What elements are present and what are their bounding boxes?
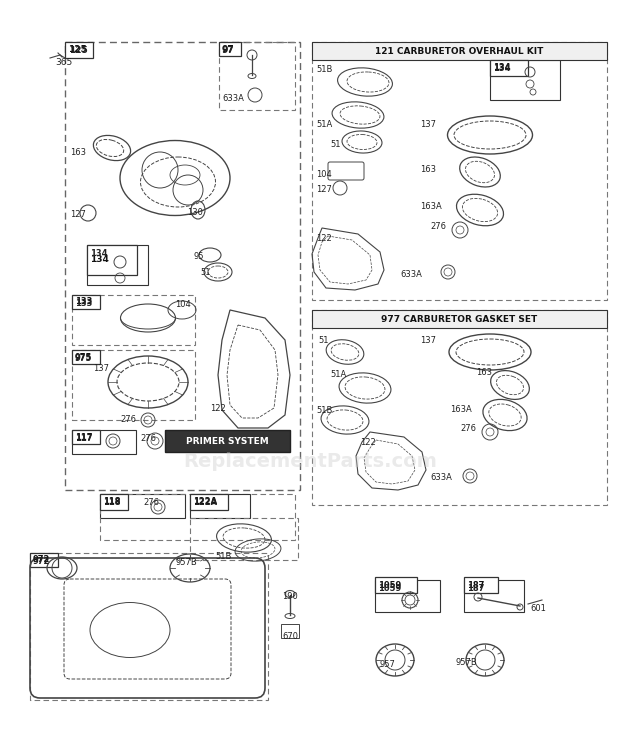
Bar — [72, 295, 100, 309]
Bar — [72, 350, 195, 420]
Text: 975: 975 — [75, 354, 92, 363]
Bar — [490, 60, 560, 100]
Text: 117: 117 — [75, 432, 92, 441]
Text: 104: 104 — [316, 170, 332, 179]
Bar — [30, 553, 58, 567]
Text: 977 CARBURETOR GASKET SET: 977 CARBURETOR GASKET SET — [381, 315, 538, 324]
Text: 1059: 1059 — [378, 584, 401, 593]
Text: 633A: 633A — [222, 94, 244, 103]
Bar — [87, 245, 137, 275]
Text: 163: 163 — [476, 368, 492, 377]
Bar — [312, 42, 607, 300]
Text: PRIMER SYSTEM: PRIMER SYSTEM — [186, 437, 269, 446]
Text: 365: 365 — [55, 58, 73, 67]
Text: 104: 104 — [175, 300, 191, 309]
Text: 276: 276 — [143, 498, 159, 507]
Text: 633A: 633A — [400, 270, 422, 279]
Text: 187: 187 — [467, 584, 484, 593]
Text: 130: 130 — [187, 208, 203, 217]
Text: 163A: 163A — [450, 405, 472, 414]
Bar — [30, 553, 268, 700]
Text: 957B: 957B — [455, 658, 477, 667]
Text: 122: 122 — [316, 234, 332, 243]
Bar — [100, 494, 128, 510]
Bar — [87, 245, 148, 285]
Text: 51: 51 — [200, 268, 211, 277]
Text: 125: 125 — [68, 45, 87, 54]
Text: 97: 97 — [222, 45, 235, 54]
Text: 125: 125 — [69, 46, 88, 55]
Text: 633A: 633A — [430, 473, 452, 482]
Bar — [312, 42, 607, 60]
Bar — [190, 494, 228, 510]
Text: 51: 51 — [318, 336, 329, 345]
Text: 957: 957 — [380, 660, 396, 669]
Text: 276: 276 — [140, 434, 156, 443]
Bar — [190, 518, 298, 560]
Bar — [65, 42, 300, 490]
Text: 134: 134 — [90, 255, 109, 265]
Text: 187: 187 — [467, 580, 484, 589]
Text: 51: 51 — [330, 140, 340, 149]
Text: 276: 276 — [460, 424, 476, 433]
Text: 1059: 1059 — [378, 580, 401, 589]
Bar — [190, 494, 250, 518]
Bar — [312, 310, 607, 328]
Text: 670: 670 — [282, 632, 298, 641]
Text: 122A: 122A — [193, 498, 217, 507]
Bar — [219, 42, 295, 110]
Bar — [219, 42, 241, 56]
Bar — [464, 577, 498, 593]
Text: 122A: 122A — [193, 498, 217, 507]
Text: 133: 133 — [75, 298, 92, 307]
Bar — [464, 580, 524, 612]
Text: 121 CARBURETOR OVERHAUL KIT: 121 CARBURETOR OVERHAUL KIT — [375, 46, 544, 56]
Text: 276: 276 — [120, 415, 136, 424]
Text: 51A: 51A — [330, 370, 346, 379]
Bar — [375, 580, 440, 612]
Text: 134: 134 — [90, 249, 107, 258]
Text: 122: 122 — [360, 438, 376, 447]
Bar — [165, 430, 290, 452]
Text: 95: 95 — [193, 252, 203, 261]
Text: 51B: 51B — [316, 406, 332, 415]
Bar — [72, 295, 195, 345]
Bar — [72, 430, 100, 444]
Text: 118: 118 — [103, 498, 120, 507]
Text: 51A: 51A — [316, 120, 332, 129]
Text: 190: 190 — [282, 592, 298, 601]
Text: 163: 163 — [420, 165, 436, 174]
Text: 133: 133 — [75, 299, 92, 308]
Text: ReplacementParts.com: ReplacementParts.com — [183, 452, 437, 471]
Bar — [490, 60, 528, 76]
Text: 127: 127 — [70, 210, 86, 219]
Text: 957B: 957B — [175, 558, 197, 567]
Bar — [312, 310, 607, 505]
Text: 972: 972 — [33, 557, 50, 566]
Text: 127: 127 — [316, 185, 332, 194]
Text: 137: 137 — [420, 120, 436, 129]
Bar — [72, 430, 136, 454]
Text: 134: 134 — [493, 63, 510, 72]
Text: 163: 163 — [70, 148, 86, 157]
Text: 163A: 163A — [420, 202, 441, 211]
Text: 118: 118 — [103, 498, 120, 507]
Text: 975: 975 — [75, 353, 92, 362]
Bar — [65, 42, 93, 58]
Bar — [375, 577, 417, 593]
Text: 601: 601 — [530, 604, 546, 613]
Text: 51B: 51B — [316, 65, 332, 74]
Text: 972: 972 — [33, 556, 50, 565]
Bar — [72, 350, 100, 364]
Text: 97: 97 — [222, 46, 235, 55]
Text: 122: 122 — [210, 404, 226, 413]
Text: 137: 137 — [93, 364, 109, 373]
Bar — [100, 494, 185, 518]
Text: 137: 137 — [420, 336, 436, 345]
Text: 117: 117 — [75, 434, 92, 443]
Bar — [100, 494, 295, 540]
Text: 134: 134 — [493, 64, 510, 73]
Text: 51B: 51B — [215, 552, 231, 561]
Text: 276: 276 — [430, 222, 446, 231]
